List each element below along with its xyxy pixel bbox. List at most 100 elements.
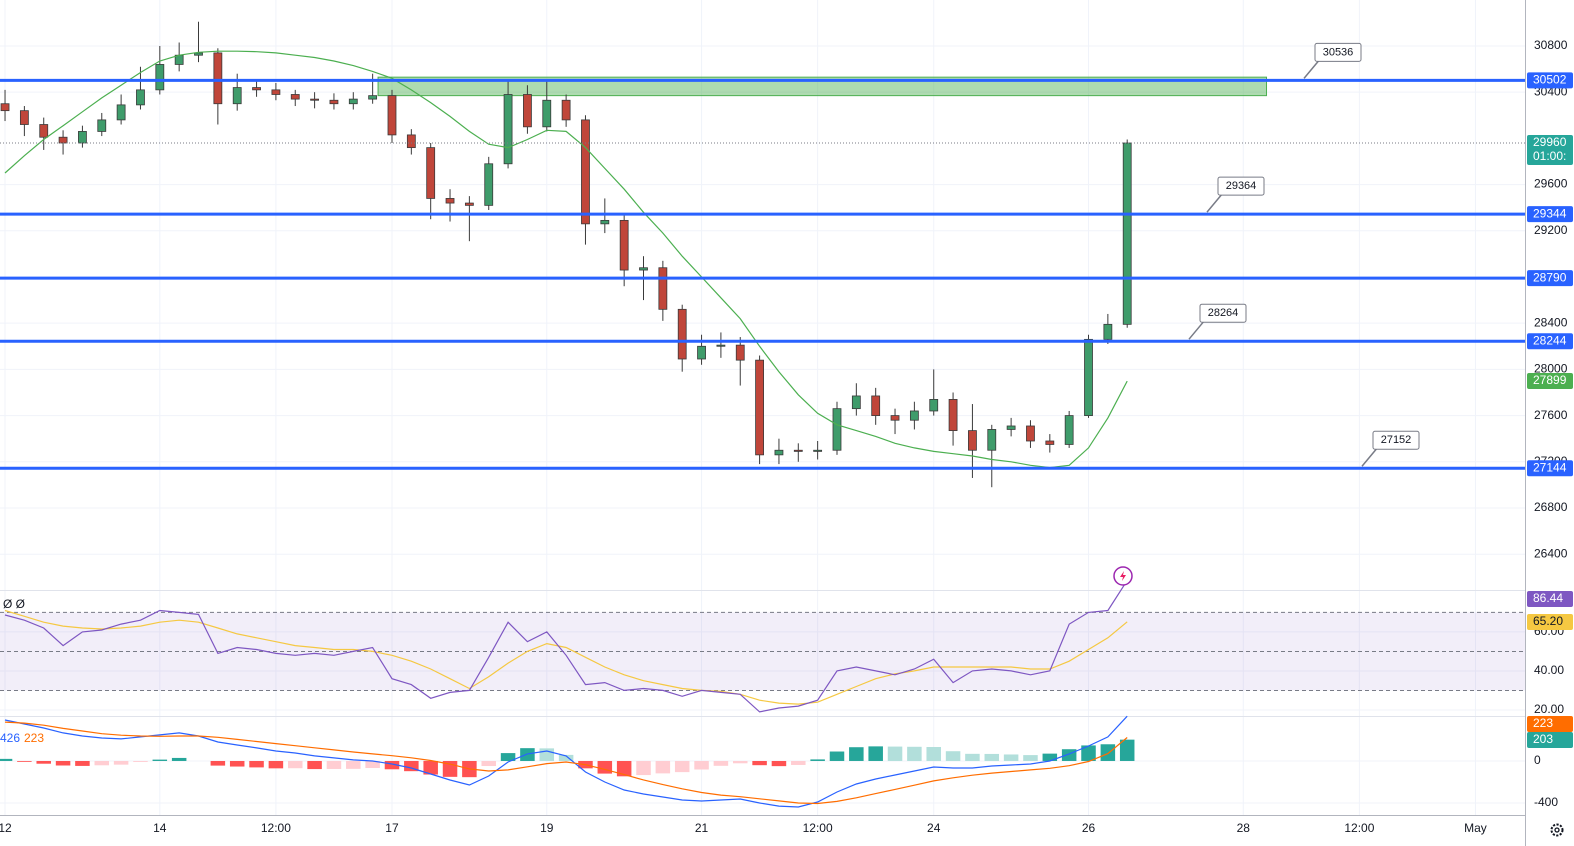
- candle-body: [19, 110, 29, 125]
- price-badge: [1527, 270, 1573, 287]
- macd-histogram-bar: [597, 760, 613, 774]
- macd-histogram-bar: [287, 760, 303, 769]
- candle-body: [851, 395, 861, 410]
- macd-histogram-bar: [500, 753, 516, 761]
- macd-histogram-bar: [713, 760, 729, 766]
- macd-histogram-bar: [481, 760, 496, 767]
- macd-histogram-bar: [868, 746, 883, 761]
- price-badge-label: 203: [1533, 732, 1553, 746]
- macd-histogram-bar: [113, 760, 129, 765]
- x-tick-label: 19: [540, 821, 554, 835]
- candle-body: [890, 415, 900, 421]
- candle-body: [561, 99, 571, 121]
- macd-histogram-bar: [810, 759, 825, 761]
- macd-histogram-bar: [1081, 745, 1096, 761]
- macd-histogram-bar: [539, 748, 555, 761]
- macd-histogram-bar: [268, 760, 284, 769]
- candle-body: [774, 449, 784, 456]
- candle-body: [1084, 338, 1093, 416]
- candle-body: [252, 87, 261, 91]
- callout-label: 28264: [1208, 307, 1239, 319]
- macd-histogram-bar: [307, 760, 322, 770]
- callout-box: [1217, 176, 1265, 196]
- macd-line: [4, 715, 1128, 808]
- candle-body: [600, 219, 610, 225]
- price-badge: [1527, 614, 1573, 630]
- x-tick-label: 21: [695, 821, 709, 835]
- macd-histogram-bar: [945, 751, 961, 761]
- x-tick-label: 28: [1237, 821, 1251, 835]
- macd-histogram-bar: [926, 747, 941, 761]
- macd-histogram-bar: [1061, 749, 1077, 761]
- candle-body: [58, 136, 68, 144]
- x-tick-label: May: [1464, 821, 1487, 835]
- macd-histogram-bar: [1100, 744, 1116, 761]
- macd-histogram-bar: [384, 760, 400, 770]
- candle-body: [348, 98, 358, 105]
- candle-body: [426, 147, 436, 199]
- candle-body: [987, 429, 997, 451]
- settings-gear: [1550, 823, 1564, 837]
- price-badge: [1527, 716, 1573, 732]
- y-tick-label: 26800: [1534, 500, 1568, 514]
- price-badge-label: 27899: [1533, 373, 1567, 387]
- callout-label: 29364: [1226, 180, 1257, 192]
- macd-histogram-bar: [326, 760, 342, 769]
- candle-body: [523, 94, 532, 128]
- candle-body: [1064, 415, 1074, 445]
- y-tick-label: -400: [1534, 795, 1558, 809]
- callout-label: 30536: [1323, 46, 1354, 58]
- alert-icon-bolt: [1120, 571, 1126, 581]
- callout-pointer: [1303, 59, 1320, 79]
- alert-icon[interactable]: [1113, 566, 1133, 586]
- candle-body: [271, 89, 281, 95]
- candle-body: [1122, 142, 1132, 325]
- macd-histogram-bar: [1042, 753, 1058, 761]
- candle-body: [581, 119, 590, 225]
- macd-histogram-bar: [249, 760, 264, 768]
- callout-box: [1199, 303, 1247, 323]
- candle-body: [639, 267, 648, 271]
- macd-histogram-bar: [36, 760, 51, 764]
- candle-body: [658, 267, 668, 310]
- macd-histogram-bar: [752, 760, 767, 766]
- macd-histogram-bar: [520, 748, 535, 761]
- settings-icon[interactable]: [1550, 823, 1564, 837]
- macd-histogram-bar: [1003, 754, 1019, 761]
- signal-line: [4, 721, 1128, 805]
- candle-body: [329, 99, 339, 105]
- x-tick-label: 12:00: [1344, 821, 1374, 835]
- macd-histogram-bar: [1119, 739, 1135, 761]
- countdown-label: 01:00:: [1533, 149, 1566, 163]
- x-tick-label: 12:00: [261, 821, 291, 835]
- candle-body: [290, 94, 300, 100]
- candle-body: [697, 345, 706, 360]
- x-tick-label: 17: [385, 821, 399, 835]
- price-badge: [1527, 460, 1573, 477]
- candle-body: [387, 95, 397, 136]
- price-badge: [1527, 333, 1573, 350]
- macd-histogram-bar: [965, 753, 980, 761]
- candle-body: [1103, 323, 1113, 340]
- price-badge-label: 86.44: [1533, 591, 1563, 605]
- macd-histogram-bar: [365, 760, 380, 769]
- candle-body: [677, 308, 687, 360]
- moving-average: [4, 50, 1128, 469]
- macd-histogram-bar: [0, 758, 13, 761]
- candle-body: [542, 99, 552, 128]
- y-tick-label: 26400: [1534, 546, 1568, 560]
- price-badge-label: 30502: [1533, 73, 1567, 87]
- candle-body: [213, 52, 223, 105]
- macd-histogram-bar: [404, 760, 419, 772]
- y-tick-label: 28400: [1534, 315, 1568, 329]
- macd-histogram-bar: [616, 760, 632, 777]
- x-tick-label: 26: [1082, 821, 1096, 835]
- macd-histogram-bar: [55, 760, 71, 766]
- candle-body: [503, 94, 513, 165]
- macd-histogram-bar: [887, 746, 903, 761]
- macd-histogram-bar: [423, 760, 438, 775]
- price-badge: [1527, 72, 1573, 89]
- candle-body: [1045, 440, 1055, 445]
- candle-body: [310, 98, 319, 101]
